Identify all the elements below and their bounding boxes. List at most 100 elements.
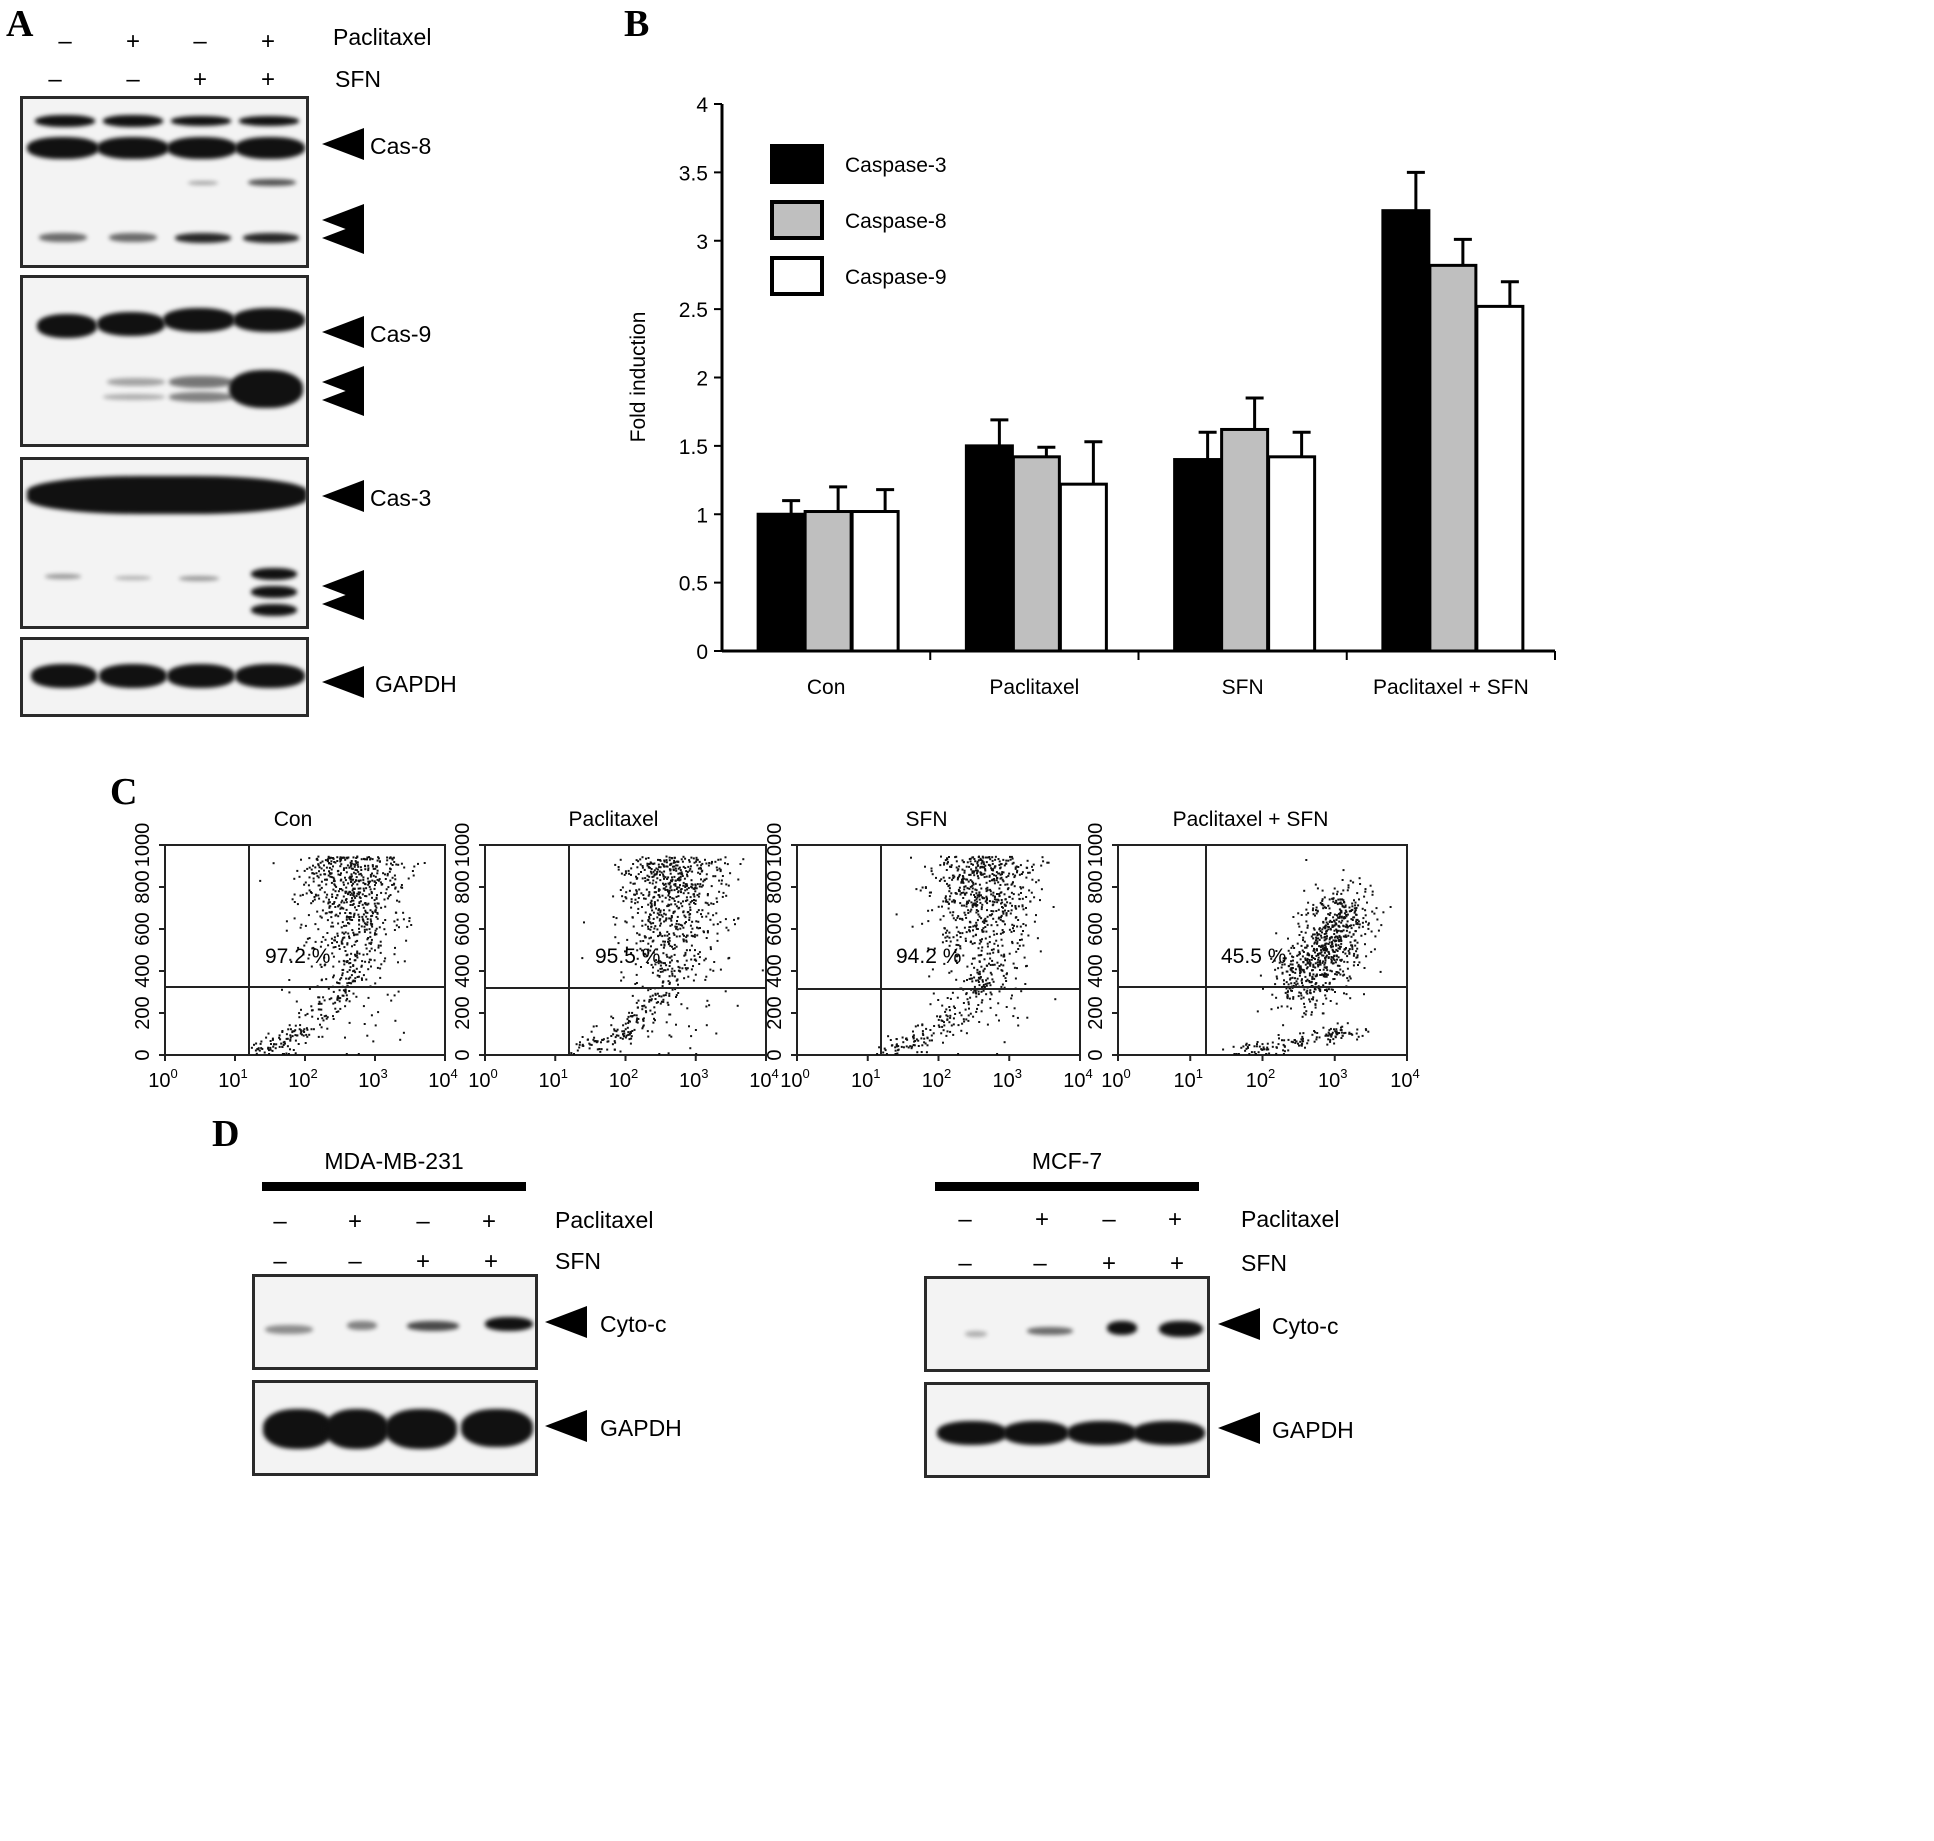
scatter-point <box>294 1039 297 1042</box>
scatter-point <box>1303 1002 1305 1005</box>
scatter-point <box>362 1005 365 1008</box>
scatter-point <box>1005 862 1008 865</box>
scatter-point <box>660 1000 663 1003</box>
panel-a-letter: A <box>6 3 34 45</box>
scatter-point <box>1337 938 1340 941</box>
scatter-point <box>1015 865 1018 868</box>
scatter-point <box>699 872 702 875</box>
scatter-point <box>349 904 352 906</box>
scatter-point <box>342 994 345 997</box>
scatter-point <box>1306 962 1309 965</box>
scatter-point <box>1290 1007 1292 1010</box>
scatter-point <box>653 902 656 905</box>
scatter-point <box>1277 1043 1280 1046</box>
scatter-point <box>366 856 369 859</box>
scatter-point <box>944 859 947 862</box>
scatter-point <box>636 1006 639 1009</box>
scatter-point <box>1315 1036 1318 1039</box>
scatter-point <box>364 858 367 861</box>
scatter-point <box>1365 955 1368 958</box>
scatter-point <box>931 1039 933 1042</box>
scatter-point <box>320 886 323 889</box>
scatter-point <box>330 937 333 940</box>
y-tick-label: 1000 <box>132 823 154 868</box>
scatter-point <box>362 913 365 916</box>
scatter-point <box>698 951 701 954</box>
scatter-point <box>1308 972 1311 975</box>
scatter-point <box>1298 925 1301 928</box>
scatter-point <box>308 953 311 956</box>
scatter-point <box>1039 950 1042 953</box>
scatter-point <box>718 867 721 870</box>
scatter-point <box>330 916 333 919</box>
scatter-point <box>650 945 652 948</box>
scatter-point <box>1339 936 1342 939</box>
scatter-point <box>651 882 654 885</box>
scatter-point <box>1303 940 1306 943</box>
scatter-point <box>638 933 641 936</box>
scatter-point <box>664 962 666 965</box>
scatter-point <box>996 1053 999 1055</box>
scatter-point <box>653 901 656 904</box>
scatter-point <box>1296 977 1299 980</box>
scatter-point <box>376 878 379 881</box>
scatter-point <box>1005 859 1008 862</box>
scatter-point <box>961 917 964 920</box>
scatter-point <box>1332 925 1335 928</box>
scatter-point <box>704 978 707 981</box>
scatter-point <box>998 887 1001 890</box>
scatter-point <box>679 927 682 930</box>
scatter-point <box>336 941 338 944</box>
scatter-point <box>1355 918 1358 921</box>
scatter-point <box>310 868 313 871</box>
scatter-point <box>1325 954 1328 957</box>
scatter-point <box>375 906 378 909</box>
scatter-point <box>992 980 995 983</box>
scatter-point <box>1342 869 1345 872</box>
bar <box>1173 458 1223 653</box>
scatter-point <box>935 876 937 879</box>
scatter-point <box>1280 1005 1283 1008</box>
scatter-point <box>1335 899 1338 902</box>
scatter-point <box>646 862 649 865</box>
scatter-point <box>1001 873 1003 876</box>
scatter-point <box>675 935 678 938</box>
scatter-point <box>323 891 326 894</box>
scatter-point <box>1345 923 1348 926</box>
scatter-point <box>973 924 976 927</box>
scatter-point <box>953 901 956 904</box>
scatter-point <box>1382 911 1385 914</box>
scatter-point <box>984 926 987 928</box>
scatter-point <box>1350 1032 1353 1035</box>
scatter-point <box>1328 914 1331 916</box>
scatter-point <box>965 903 968 905</box>
scatter-point <box>707 912 710 915</box>
scatter-point <box>674 883 677 885</box>
scatter-point <box>1295 1040 1298 1043</box>
scatter-point <box>724 990 727 993</box>
scatter-point <box>1327 904 1330 907</box>
scatter-point <box>1287 937 1289 940</box>
scatter-point <box>964 937 967 940</box>
scatter-point <box>647 927 650 930</box>
scatter-point <box>659 911 662 914</box>
scatter-point <box>924 1042 927 1045</box>
scatter-point <box>337 915 340 918</box>
scatter-point <box>326 893 329 896</box>
bar <box>850 510 900 653</box>
scatter-point <box>946 929 949 932</box>
scatter-point <box>978 883 981 886</box>
scatter-point <box>1343 1032 1346 1035</box>
scatter-point <box>1275 975 1278 978</box>
band <box>1027 1327 1073 1335</box>
scatter-point <box>1363 993 1365 996</box>
scatter-point <box>1305 980 1308 982</box>
scatter-point <box>1033 896 1036 899</box>
scatter-point <box>684 889 687 892</box>
scatter-point <box>368 928 371 931</box>
scatter-point <box>705 975 708 978</box>
scatter-point <box>289 1048 291 1051</box>
scatter-point <box>1018 873 1021 876</box>
scatter-point <box>379 881 382 884</box>
scatter-point <box>696 934 699 937</box>
